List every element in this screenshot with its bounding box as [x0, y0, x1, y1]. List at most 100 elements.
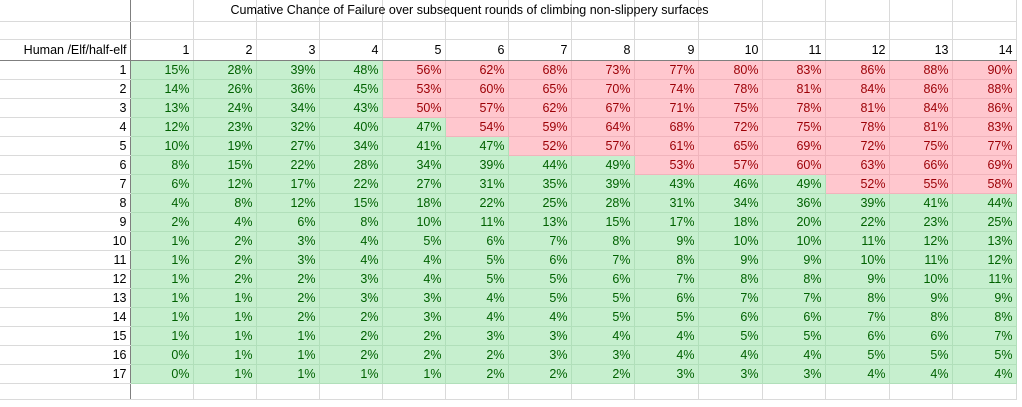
row-label[interactable]: 8 [0, 193, 131, 213]
value-cell-fail[interactable]: 75% [889, 136, 953, 156]
value-cell-pass[interactable]: 28% [193, 60, 257, 80]
value-cell-fail[interactable]: 52% [825, 174, 890, 194]
value-cell-fail[interactable]: 53% [634, 155, 699, 175]
value-cell-pass[interactable]: 13% [130, 98, 194, 118]
value-cell-pass[interactable]: 4% [193, 212, 257, 232]
value-cell-pass[interactable]: 49% [762, 174, 826, 194]
value-cell-pass[interactable]: 1% [130, 288, 194, 308]
value-cell-pass[interactable]: 4% [319, 250, 383, 270]
value-cell-pass[interactable]: 39% [256, 60, 320, 80]
value-cell-fail[interactable]: 77% [634, 60, 699, 80]
value-cell-fail[interactable]: 65% [508, 79, 572, 99]
value-cell-fail[interactable]: 81% [825, 98, 890, 118]
value-cell-pass[interactable]: 4% [952, 364, 1017, 384]
value-cell-pass[interactable]: 7% [952, 326, 1017, 346]
value-cell-pass[interactable]: 40% [319, 117, 383, 137]
value-cell-pass[interactable]: 1% [193, 307, 257, 327]
value-cell-pass[interactable]: 20% [762, 212, 826, 232]
value-cell-pass[interactable]: 9% [634, 231, 699, 251]
value-cell-fail[interactable]: 88% [952, 79, 1017, 99]
value-cell-pass[interactable]: 4% [634, 345, 699, 365]
value-cell-pass[interactable]: 5% [889, 345, 953, 365]
value-cell-fail[interactable]: 66% [889, 155, 953, 175]
value-cell-pass[interactable]: 12% [256, 193, 320, 213]
value-cell-pass[interactable]: 2% [571, 364, 635, 384]
value-cell-pass[interactable]: 22% [319, 174, 383, 194]
value-cell-pass[interactable]: 27% [256, 136, 320, 156]
value-cell-pass[interactable]: 8% [698, 269, 763, 289]
value-cell-pass[interactable]: 12% [193, 174, 257, 194]
value-cell-fail[interactable]: 86% [889, 79, 953, 99]
value-cell-pass[interactable]: 22% [256, 155, 320, 175]
value-cell-pass[interactable]: 31% [445, 174, 509, 194]
empty-cell[interactable] [0, 0, 131, 22]
empty-cell[interactable] [825, 0, 890, 22]
value-cell-pass[interactable]: 4% [508, 307, 572, 327]
value-cell-pass[interactable]: 8% [952, 307, 1017, 327]
empty-cell[interactable] [508, 21, 572, 40]
value-cell-pass[interactable]: 1% [193, 288, 257, 308]
value-cell-pass[interactable]: 39% [445, 155, 509, 175]
value-cell-pass[interactable]: 5% [825, 345, 890, 365]
value-cell-pass[interactable]: 8% [762, 269, 826, 289]
value-cell-fail[interactable]: 75% [698, 98, 763, 118]
value-cell-fail[interactable]: 86% [952, 98, 1017, 118]
empty-cell[interactable] [698, 383, 763, 400]
empty-cell[interactable] [762, 21, 826, 40]
value-cell-pass[interactable]: 23% [889, 212, 953, 232]
value-cell-pass[interactable]: 4% [382, 269, 446, 289]
value-cell-fail[interactable]: 86% [825, 60, 890, 80]
value-cell-pass[interactable]: 4% [445, 307, 509, 327]
column-header[interactable]: 1 [130, 39, 194, 61]
value-cell-pass[interactable]: 41% [382, 136, 446, 156]
value-cell-pass[interactable]: 7% [571, 250, 635, 270]
column-header[interactable]: 3 [256, 39, 320, 61]
empty-cell[interactable] [382, 21, 446, 40]
value-cell-pass[interactable]: 4% [762, 345, 826, 365]
empty-cell[interactable] [952, 21, 1017, 40]
value-cell-pass[interactable]: 47% [382, 117, 446, 137]
value-cell-fail[interactable]: 72% [698, 117, 763, 137]
value-cell-pass[interactable]: 2% [445, 364, 509, 384]
row-label[interactable]: 2 [0, 79, 131, 99]
empty-cell[interactable] [193, 383, 257, 400]
value-cell-pass[interactable]: 9% [825, 269, 890, 289]
value-cell-fail[interactable]: 50% [382, 98, 446, 118]
row-label[interactable]: 4 [0, 117, 131, 137]
value-cell-fail[interactable]: 60% [445, 79, 509, 99]
value-cell-pass[interactable]: 8% [634, 250, 699, 270]
value-cell-pass[interactable]: 18% [698, 212, 763, 232]
value-cell-pass[interactable]: 4% [382, 250, 446, 270]
value-cell-fail[interactable]: 69% [762, 136, 826, 156]
value-cell-pass[interactable]: 14% [130, 79, 194, 99]
value-cell-pass[interactable]: 6% [762, 307, 826, 327]
value-cell-pass[interactable]: 8% [889, 307, 953, 327]
value-cell-pass[interactable]: 9% [952, 288, 1017, 308]
value-cell-pass[interactable]: 6% [825, 326, 890, 346]
value-cell-pass[interactable]: 4% [319, 231, 383, 251]
value-cell-pass[interactable]: 4% [634, 326, 699, 346]
value-cell-fail[interactable]: 73% [571, 60, 635, 80]
value-cell-fail[interactable]: 84% [889, 98, 953, 118]
column-header[interactable]: 4 [319, 39, 383, 61]
column-header[interactable]: 7 [508, 39, 572, 61]
value-cell-pass[interactable]: 48% [319, 60, 383, 80]
empty-cell[interactable] [256, 21, 320, 40]
value-cell-pass[interactable]: 1% [193, 364, 257, 384]
value-cell-fail[interactable]: 68% [508, 60, 572, 80]
value-cell-pass[interactable]: 3% [698, 364, 763, 384]
value-cell-fail[interactable]: 74% [634, 79, 699, 99]
value-cell-pass[interactable]: 41% [889, 193, 953, 213]
value-cell-fail[interactable]: 52% [508, 136, 572, 156]
value-cell-pass[interactable]: 3% [319, 269, 383, 289]
value-cell-fail[interactable]: 60% [762, 155, 826, 175]
value-cell-fail[interactable]: 65% [698, 136, 763, 156]
column-header[interactable]: 12 [825, 39, 890, 61]
value-cell-pass[interactable]: 12% [130, 117, 194, 137]
value-cell-pass[interactable]: 2% [193, 231, 257, 251]
value-cell-fail[interactable]: 69% [952, 155, 1017, 175]
row-label[interactable]: 16 [0, 345, 131, 365]
value-cell-pass[interactable]: 7% [508, 231, 572, 251]
empty-cell[interactable] [319, 383, 383, 400]
value-cell-pass[interactable]: 3% [382, 307, 446, 327]
